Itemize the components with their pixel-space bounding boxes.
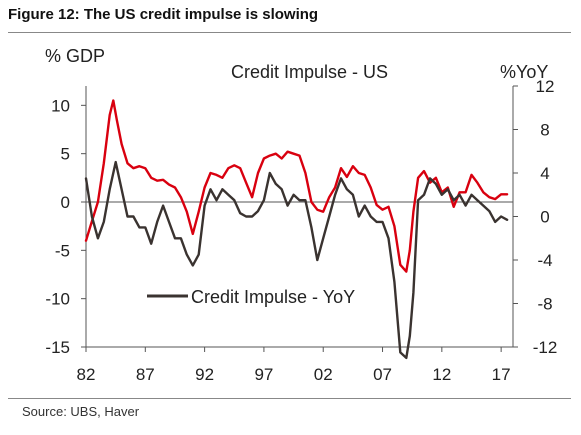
chart-series-layer [84, 99, 509, 360]
top-rule [8, 32, 571, 33]
y-left-tick-label: -10 [45, 290, 70, 309]
chart-tick-labels: 10 5 0 -5 -10 -15 12 8 4 0 -4 -8 -12 82 87 92 97 02 07 12 17 [45, 77, 557, 384]
legend: Credit Impulse - YoY [147, 287, 355, 307]
y-right-tick-label: -8 [537, 295, 552, 314]
y-left-tick-label: 10 [51, 96, 70, 115]
y-right-axis-label: %YoY [500, 62, 548, 82]
y-right-tick-label: -12 [533, 338, 558, 357]
y-right-tick-label: 8 [540, 121, 549, 140]
series-line-1 [84, 99, 509, 273]
x-tick-label: 17 [492, 365, 511, 384]
x-tick-label: 07 [373, 365, 392, 384]
y-left-tick-label: -5 [55, 241, 70, 260]
bottom-rule [8, 398, 571, 399]
y-right-tick-label: 0 [540, 208, 549, 227]
y-left-axis-label: % GDP [45, 46, 105, 66]
legend-label-credit-impulse-yoy: Credit Impulse - YoY [191, 287, 355, 307]
y-left-tick-label: 5 [61, 145, 70, 164]
x-tick-label: 92 [195, 365, 214, 384]
y-left-tick-label: -15 [45, 338, 70, 357]
y-right-tick-label: 12 [536, 77, 555, 96]
y-right-tick-label: 4 [540, 164, 549, 183]
x-tick-label: 82 [77, 365, 96, 384]
chart: 10 5 0 -5 -10 -15 12 8 4 0 -4 -8 -12 82 87 92 97 02 07 12 17… [45, 46, 557, 384]
x-tick-label: 97 [254, 365, 273, 384]
chart-axes [85, 86, 514, 348]
x-tick-label: 87 [136, 365, 155, 384]
source-note: Source: UBS, Haver [22, 404, 140, 419]
series-line-credit-impulse-yoy [84, 160, 509, 360]
chart-title: Credit Impulse - US [231, 62, 388, 82]
y-right-tick-label: -4 [537, 251, 552, 270]
x-tick-label: 02 [314, 365, 333, 384]
figure-title: Figure 12: The US credit impulse is slow… [8, 6, 319, 23]
y-left-tick-label: 0 [61, 193, 70, 212]
x-tick-label: 12 [432, 365, 451, 384]
